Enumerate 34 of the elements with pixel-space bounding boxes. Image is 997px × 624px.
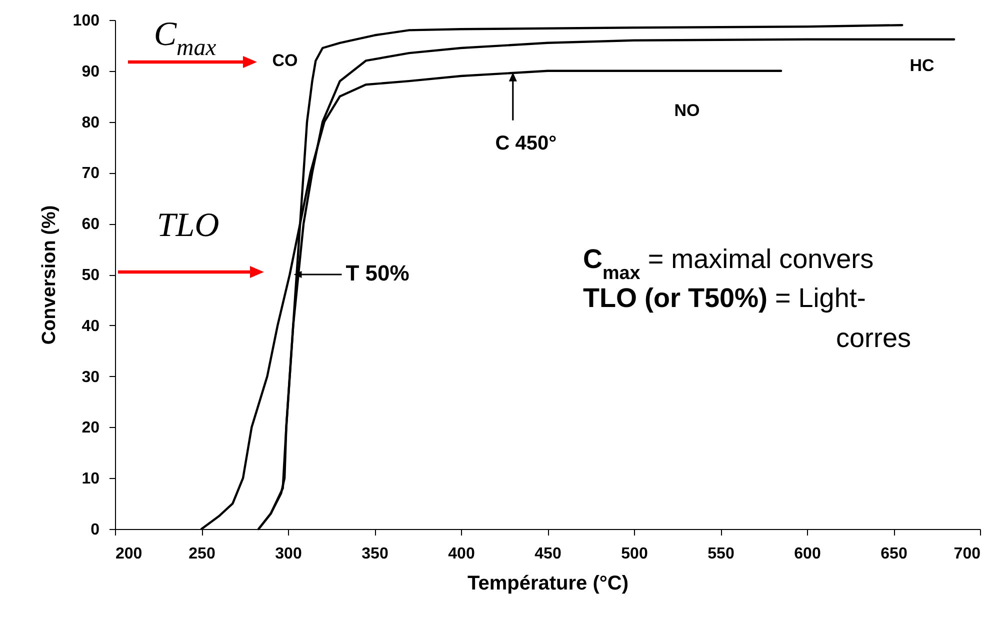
y-tick-label: 40	[82, 318, 100, 335]
annotation: CO	[272, 51, 298, 70]
y-tick-label: 60	[82, 216, 100, 234]
y-tick-label: 90	[82, 63, 100, 80]
x-tick-label: 550	[708, 546, 734, 562]
y-tick-label: 20	[82, 420, 100, 437]
x-tick-label: 700	[954, 546, 981, 562]
annotation: T 50%	[346, 260, 410, 286]
y-tick-label: 100	[72, 12, 100, 30]
annotation: C$_{max}$	[154, 16, 217, 62]
y-tick-label: 0	[90, 522, 100, 538]
annotation: HC	[910, 56, 934, 76]
y-tick-label: 50	[82, 267, 100, 284]
x-tick-label: 250	[188, 546, 216, 562]
x-tick-label: 650	[880, 546, 908, 562]
annotation: C 450°	[495, 132, 557, 155]
x-axis-title: Température (°C)	[468, 572, 628, 594]
x-tick-label: 600	[794, 546, 821, 562]
x-tick-label: 300	[275, 546, 302, 562]
y-tick-label: 30	[82, 368, 100, 386]
annotation: corres	[836, 323, 912, 353]
y-tick-label: 80	[82, 114, 100, 132]
annotation: NO	[674, 101, 700, 120]
y-axis-title: Conversion (%)	[38, 205, 60, 345]
y-tick-label: 10	[82, 470, 100, 488]
x-tick-label: 400	[448, 546, 475, 562]
y-tick-label: 70	[82, 165, 100, 182]
x-tick-label: 450	[534, 546, 562, 562]
annotation: TLO (or T50%) = Light-	[583, 283, 866, 313]
annotation: C$_{max}$ = maximal convers	[583, 244, 874, 284]
x-tick-label: 200	[116, 546, 142, 562]
x-tick-label: 500	[621, 546, 648, 562]
x-tick-label: 350	[362, 546, 388, 562]
annotation: TLO	[156, 206, 220, 244]
